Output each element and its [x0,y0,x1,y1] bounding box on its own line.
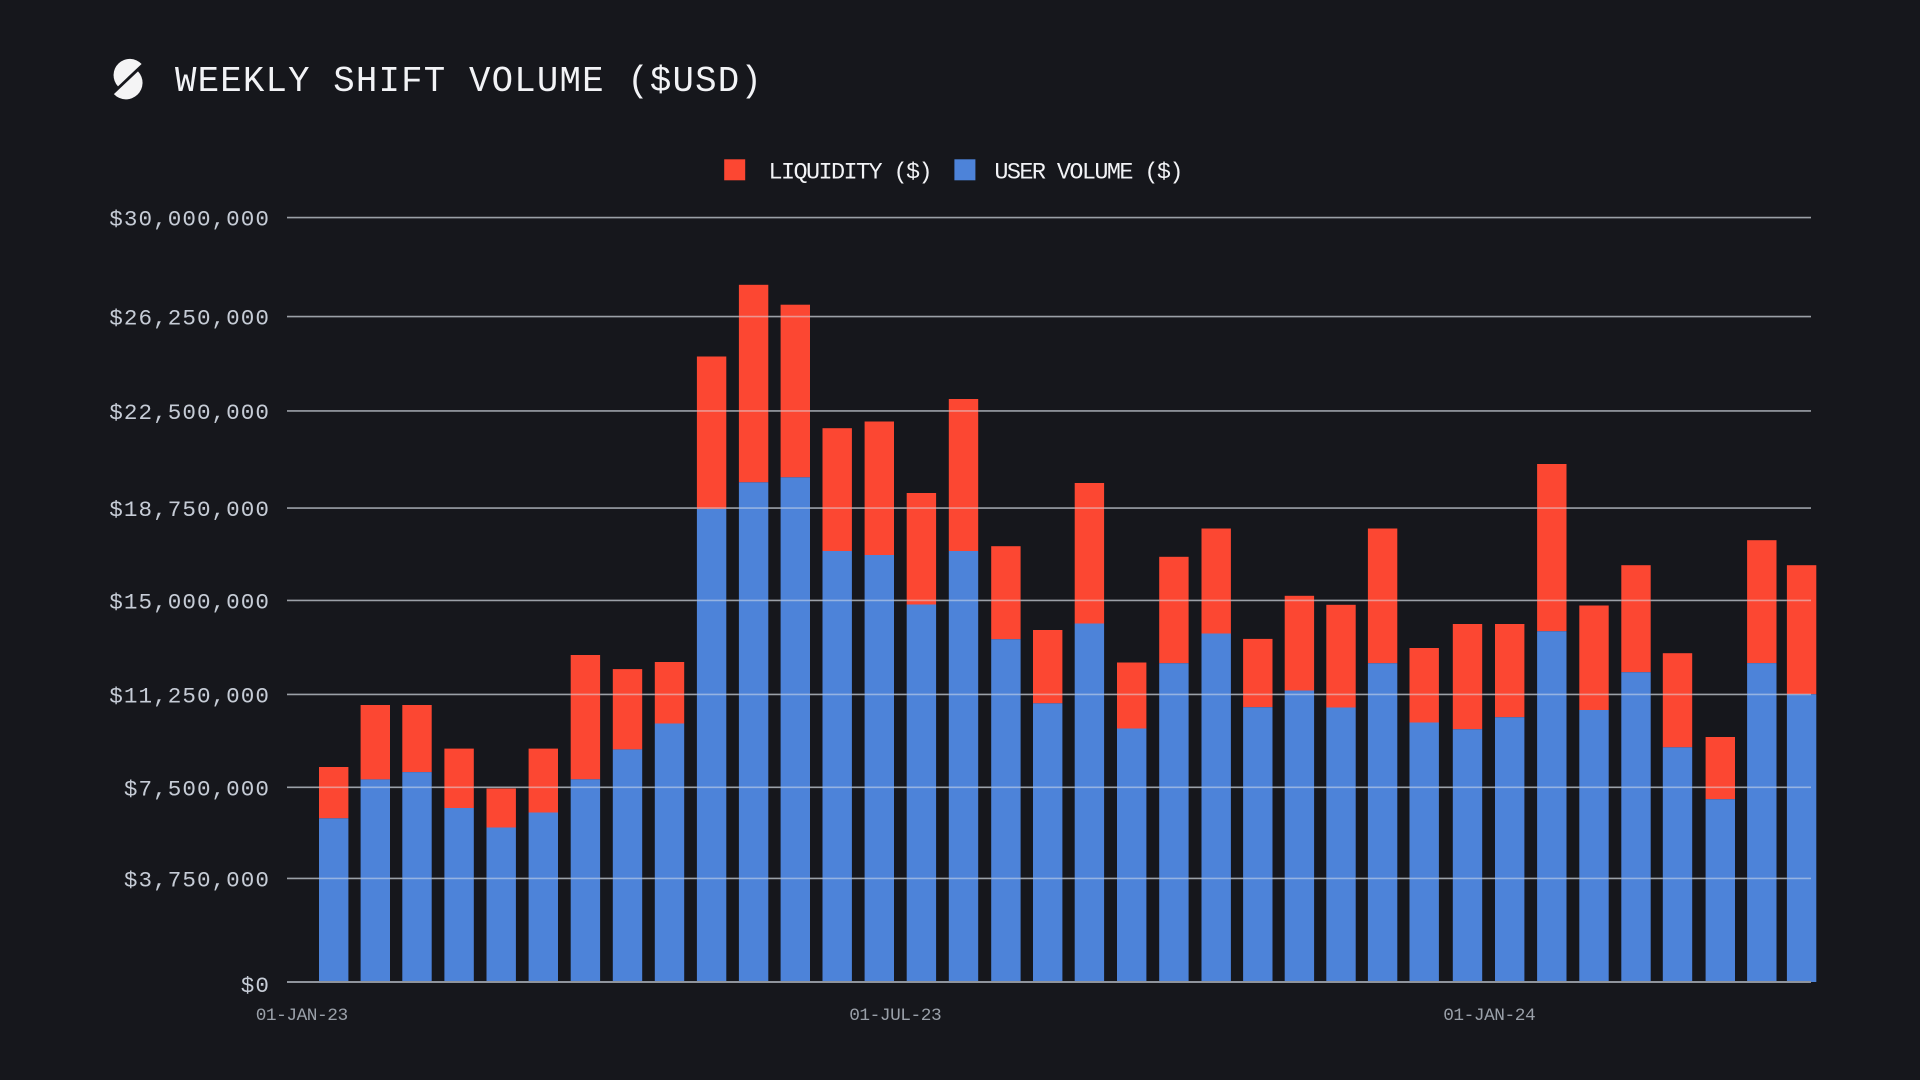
svg-text:01-JAN-23: 01-JAN-23 [256,1006,348,1026]
svg-text:01-JUL-23: 01-JUL-23 [849,1006,941,1026]
svg-text:$26,250,000: $26,250,000 [109,306,270,332]
svg-text:$30,000,000: $30,000,000 [109,207,270,233]
svg-text:$3,750,000: $3,750,000 [124,867,270,893]
svg-text:USER VOLUME ($): USER VOLUME ($) [994,160,1182,187]
svg-text:$22,500,000: $22,500,000 [109,400,270,426]
svg-text:$18,750,000: $18,750,000 [109,497,270,523]
svg-text:$15,000,000: $15,000,000 [109,589,270,615]
svg-text:01-JAN-24: 01-JAN-24 [1443,1006,1535,1026]
svg-text:WEEKLY SHIFT VOLUME ($USD): WEEKLY SHIFT VOLUME ($USD) [175,61,763,102]
svg-text:$0: $0 [241,973,270,999]
svg-text:$11,250,000: $11,250,000 [109,683,270,709]
svg-text:LIQUIDITY ($): LIQUIDITY ($) [769,160,932,187]
svg-text:$7,500,000: $7,500,000 [124,776,270,802]
